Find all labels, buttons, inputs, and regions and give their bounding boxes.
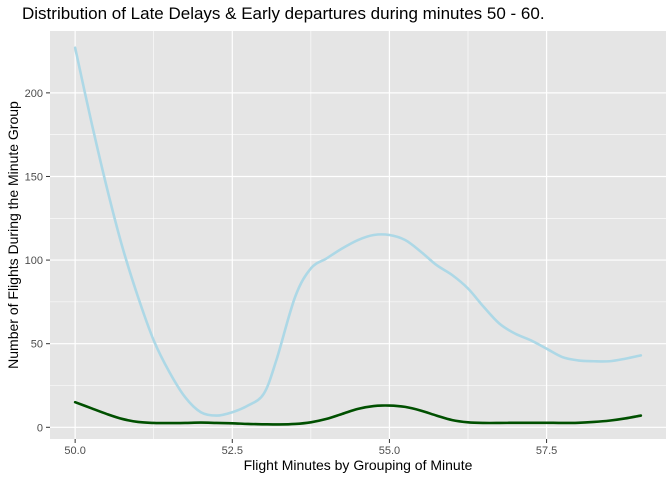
- series-line-2: [73, 400, 643, 426]
- series-lines: [73, 46, 643, 426]
- x-axis-ticks: 50.0 52.5 55.0 57.5: [64, 439, 557, 457]
- major-gridlines: [50, 31, 666, 439]
- plot-panel: [50, 31, 666, 439]
- y-tick-label: 150: [25, 171, 43, 183]
- x-tick-label: 57.5: [536, 445, 557, 457]
- y-axis-title: Number of Flights During the Minute Grou…: [5, 101, 21, 369]
- x-tick-label: 52.5: [222, 445, 243, 457]
- series-line-1: [73, 46, 643, 417]
- y-axis-ticks: 0 50 100 150 200: [25, 88, 50, 434]
- x-axis-title: Flight Minutes by Grouping of Minute: [244, 457, 473, 473]
- y-tick-label: 0: [37, 422, 43, 434]
- y-tick-label: 200: [25, 88, 43, 100]
- chart-title: Distribution of Late Delays & Early depa…: [22, 4, 545, 23]
- x-tick-label: 50.0: [64, 445, 85, 457]
- y-tick-label: 50: [31, 339, 43, 351]
- x-tick-label: 55.0: [379, 445, 400, 457]
- minor-gridlines: [50, 31, 666, 439]
- y-tick-label: 100: [25, 255, 43, 267]
